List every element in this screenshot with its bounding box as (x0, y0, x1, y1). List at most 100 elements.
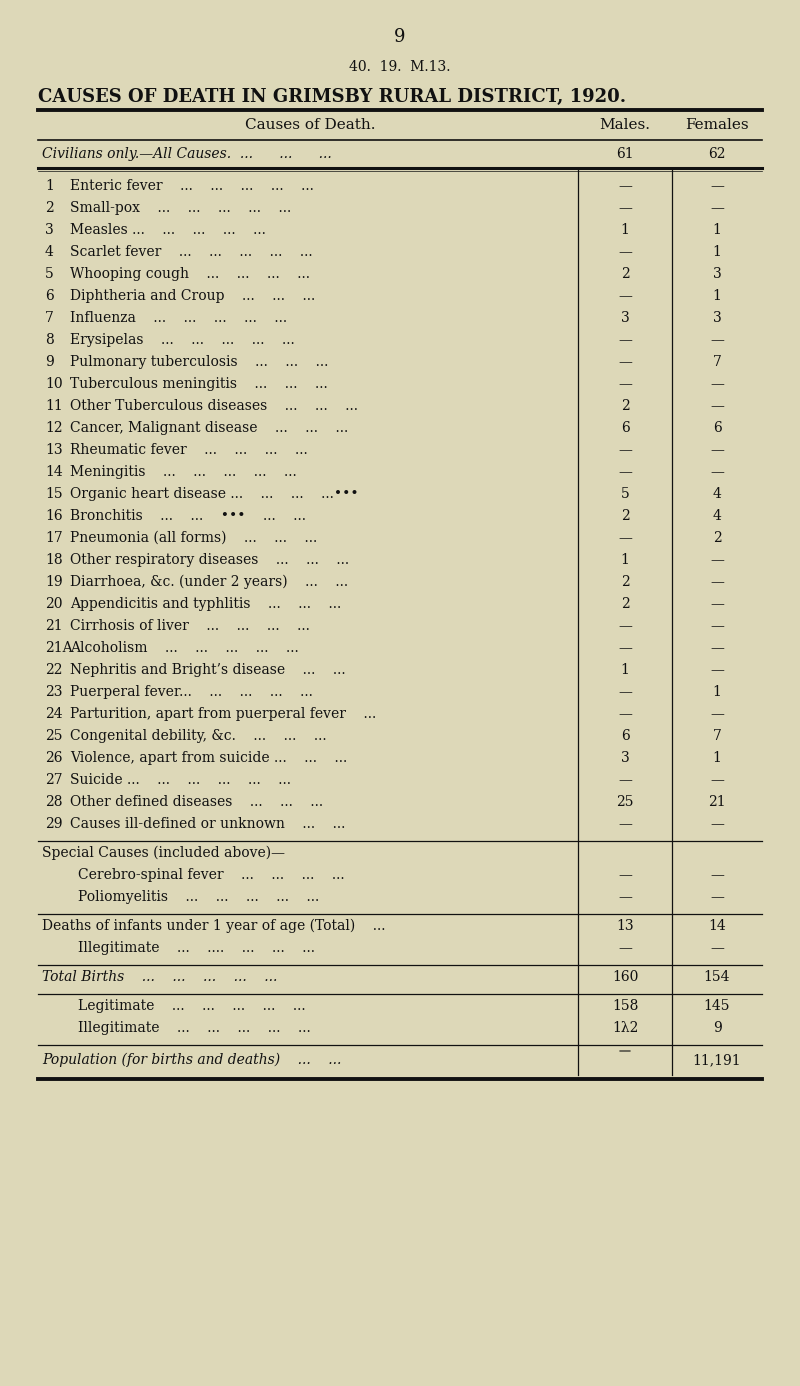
Text: Legitimate    ...    ...    ...    ...    ...: Legitimate ... ... ... ... ... (78, 999, 306, 1013)
Text: 6: 6 (621, 729, 630, 743)
Text: Puerperal fever...    ...    ...    ...    ...: Puerperal fever... ... ... ... ... (70, 685, 313, 699)
Text: Total Births    ...    ...    ...    ...    ...: Total Births ... ... ... ... ... (42, 970, 278, 984)
Text: —: — (618, 464, 632, 480)
Text: 5: 5 (621, 486, 630, 500)
Text: 3: 3 (621, 310, 630, 324)
Text: —: — (710, 464, 724, 480)
Text: 9: 9 (713, 1021, 722, 1035)
Text: 3: 3 (713, 267, 722, 281)
Text: 6: 6 (45, 290, 54, 304)
Text: 1: 1 (713, 245, 722, 259)
Text: 7: 7 (713, 729, 722, 743)
Text: 6: 6 (713, 421, 722, 435)
Text: 12: 12 (45, 421, 62, 435)
Text: Small-pox    ...    ...    ...    ...    ...: Small-pox ... ... ... ... ... (70, 201, 291, 215)
Text: 29: 29 (45, 816, 62, 832)
Text: 2: 2 (45, 201, 54, 215)
Text: 1: 1 (621, 663, 630, 676)
Text: 16: 16 (45, 509, 62, 523)
Text: 25: 25 (616, 796, 634, 809)
Text: 18: 18 (45, 553, 62, 567)
Text: 9: 9 (394, 28, 406, 46)
Text: 1λ2: 1λ2 (612, 1021, 638, 1035)
Text: —: — (618, 444, 632, 457)
Text: —: — (710, 707, 724, 721)
Text: 19: 19 (45, 575, 62, 589)
Text: 20: 20 (45, 597, 62, 611)
Text: —: — (618, 355, 632, 369)
Text: —: — (618, 290, 632, 304)
Text: 2: 2 (621, 597, 630, 611)
Text: Diarrhoea, &c. (under 2 years)    ...    ...: Diarrhoea, &c. (under 2 years) ... ... (70, 575, 348, 589)
Text: Whooping cough    ...    ...    ...    ...: Whooping cough ... ... ... ... (70, 267, 310, 281)
Text: Causes of Death.: Causes of Death. (245, 118, 375, 132)
Text: 2: 2 (621, 399, 630, 413)
Text: 14: 14 (45, 464, 62, 480)
Text: Males.: Males. (599, 118, 650, 132)
Text: —: — (618, 868, 632, 881)
Text: 1: 1 (713, 685, 722, 699)
Text: 61: 61 (616, 147, 634, 161)
Text: 3: 3 (45, 223, 54, 237)
Text: 2: 2 (621, 267, 630, 281)
Text: Pneumonia (all forms)    ...    ...    ...: Pneumonia (all forms) ... ... ... (70, 531, 318, 545)
Text: 14: 14 (708, 919, 726, 933)
Text: Population (for births and deaths)    ...    ...: Population (for births and deaths) ... .… (42, 1053, 342, 1067)
Text: 1: 1 (45, 179, 54, 193)
Text: Suicide ...    ...    ...    ...    ...    ...: Suicide ... ... ... ... ... ... (70, 773, 291, 787)
Text: 160: 160 (612, 970, 638, 984)
Text: Nephritis and Bright’s disease    ...    ...: Nephritis and Bright’s disease ... ... (70, 663, 346, 676)
Text: 13: 13 (616, 919, 634, 933)
Text: —: — (710, 597, 724, 611)
Text: Erysipelas    ...    ...    ...    ...    ...: Erysipelas ... ... ... ... ... (70, 333, 294, 346)
Text: Alcoholism    ...    ...    ...    ...    ...: Alcoholism ... ... ... ... ... (70, 640, 298, 656)
Text: —: — (618, 640, 632, 656)
Text: 21: 21 (708, 796, 726, 809)
Text: Influenza    ...    ...    ...    ...    ...: Influenza ... ... ... ... ... (70, 310, 287, 324)
Text: —: — (710, 179, 724, 193)
Text: 17: 17 (45, 531, 62, 545)
Text: 2: 2 (713, 531, 722, 545)
Text: 6: 6 (621, 421, 630, 435)
Text: —: — (618, 773, 632, 787)
Text: Organic heart disease ...    ...    ...    ...•••: Organic heart disease ... ... ... ...••• (70, 486, 358, 500)
Text: 2: 2 (621, 509, 630, 523)
Text: Measles ...    ...    ...    ...    ...: Measles ... ... ... ... ... (70, 223, 266, 237)
Text: Rheumatic fever    ...    ...    ...    ...: Rheumatic fever ... ... ... ... (70, 444, 308, 457)
Text: 7: 7 (713, 355, 722, 369)
Text: —: — (710, 399, 724, 413)
Text: 10: 10 (45, 377, 62, 391)
Text: —: — (618, 816, 632, 832)
Text: 24: 24 (45, 707, 62, 721)
Text: Illegitimate    ...    ....    ...    ...    ...: Illegitimate ... .... ... ... ... (78, 941, 315, 955)
Text: 1: 1 (713, 290, 722, 304)
Text: Bronchitis    ...    ...    •••    ...    ...: Bronchitis ... ... ••• ... ... (70, 509, 306, 523)
Text: Scarlet fever    ...    ...    ...    ...    ...: Scarlet fever ... ... ... ... ... (70, 245, 313, 259)
Text: 1: 1 (621, 223, 630, 237)
Text: —: — (710, 868, 724, 881)
Text: —: — (710, 816, 724, 832)
Text: —: — (618, 685, 632, 699)
Text: 154: 154 (704, 970, 730, 984)
Text: Enteric fever    ...    ...    ...    ...    ...: Enteric fever ... ... ... ... ... (70, 179, 314, 193)
Text: —: — (710, 663, 724, 676)
Text: 11: 11 (45, 399, 62, 413)
Text: 2: 2 (621, 575, 630, 589)
Text: —: — (618, 201, 632, 215)
Text: —: — (618, 377, 632, 391)
Text: Other Tuberculous diseases    ...    ...    ...: Other Tuberculous diseases ... ... ... (70, 399, 358, 413)
Text: 7: 7 (45, 310, 54, 324)
Text: Appendicitis and typhlitis    ...    ...    ...: Appendicitis and typhlitis ... ... ... (70, 597, 342, 611)
Text: 21A: 21A (45, 640, 73, 656)
Text: 28: 28 (45, 796, 62, 809)
Text: Special Causes (included above)—: Special Causes (included above)— (42, 845, 285, 861)
Text: 27: 27 (45, 773, 62, 787)
Text: —: — (618, 707, 632, 721)
Text: 4: 4 (713, 486, 722, 500)
Text: 23: 23 (45, 685, 62, 699)
Text: Other defined diseases    ...    ...    ...: Other defined diseases ... ... ... (70, 796, 323, 809)
Text: —: — (710, 444, 724, 457)
Text: —: — (710, 640, 724, 656)
Text: —: — (710, 201, 724, 215)
Text: 21: 21 (45, 620, 62, 633)
